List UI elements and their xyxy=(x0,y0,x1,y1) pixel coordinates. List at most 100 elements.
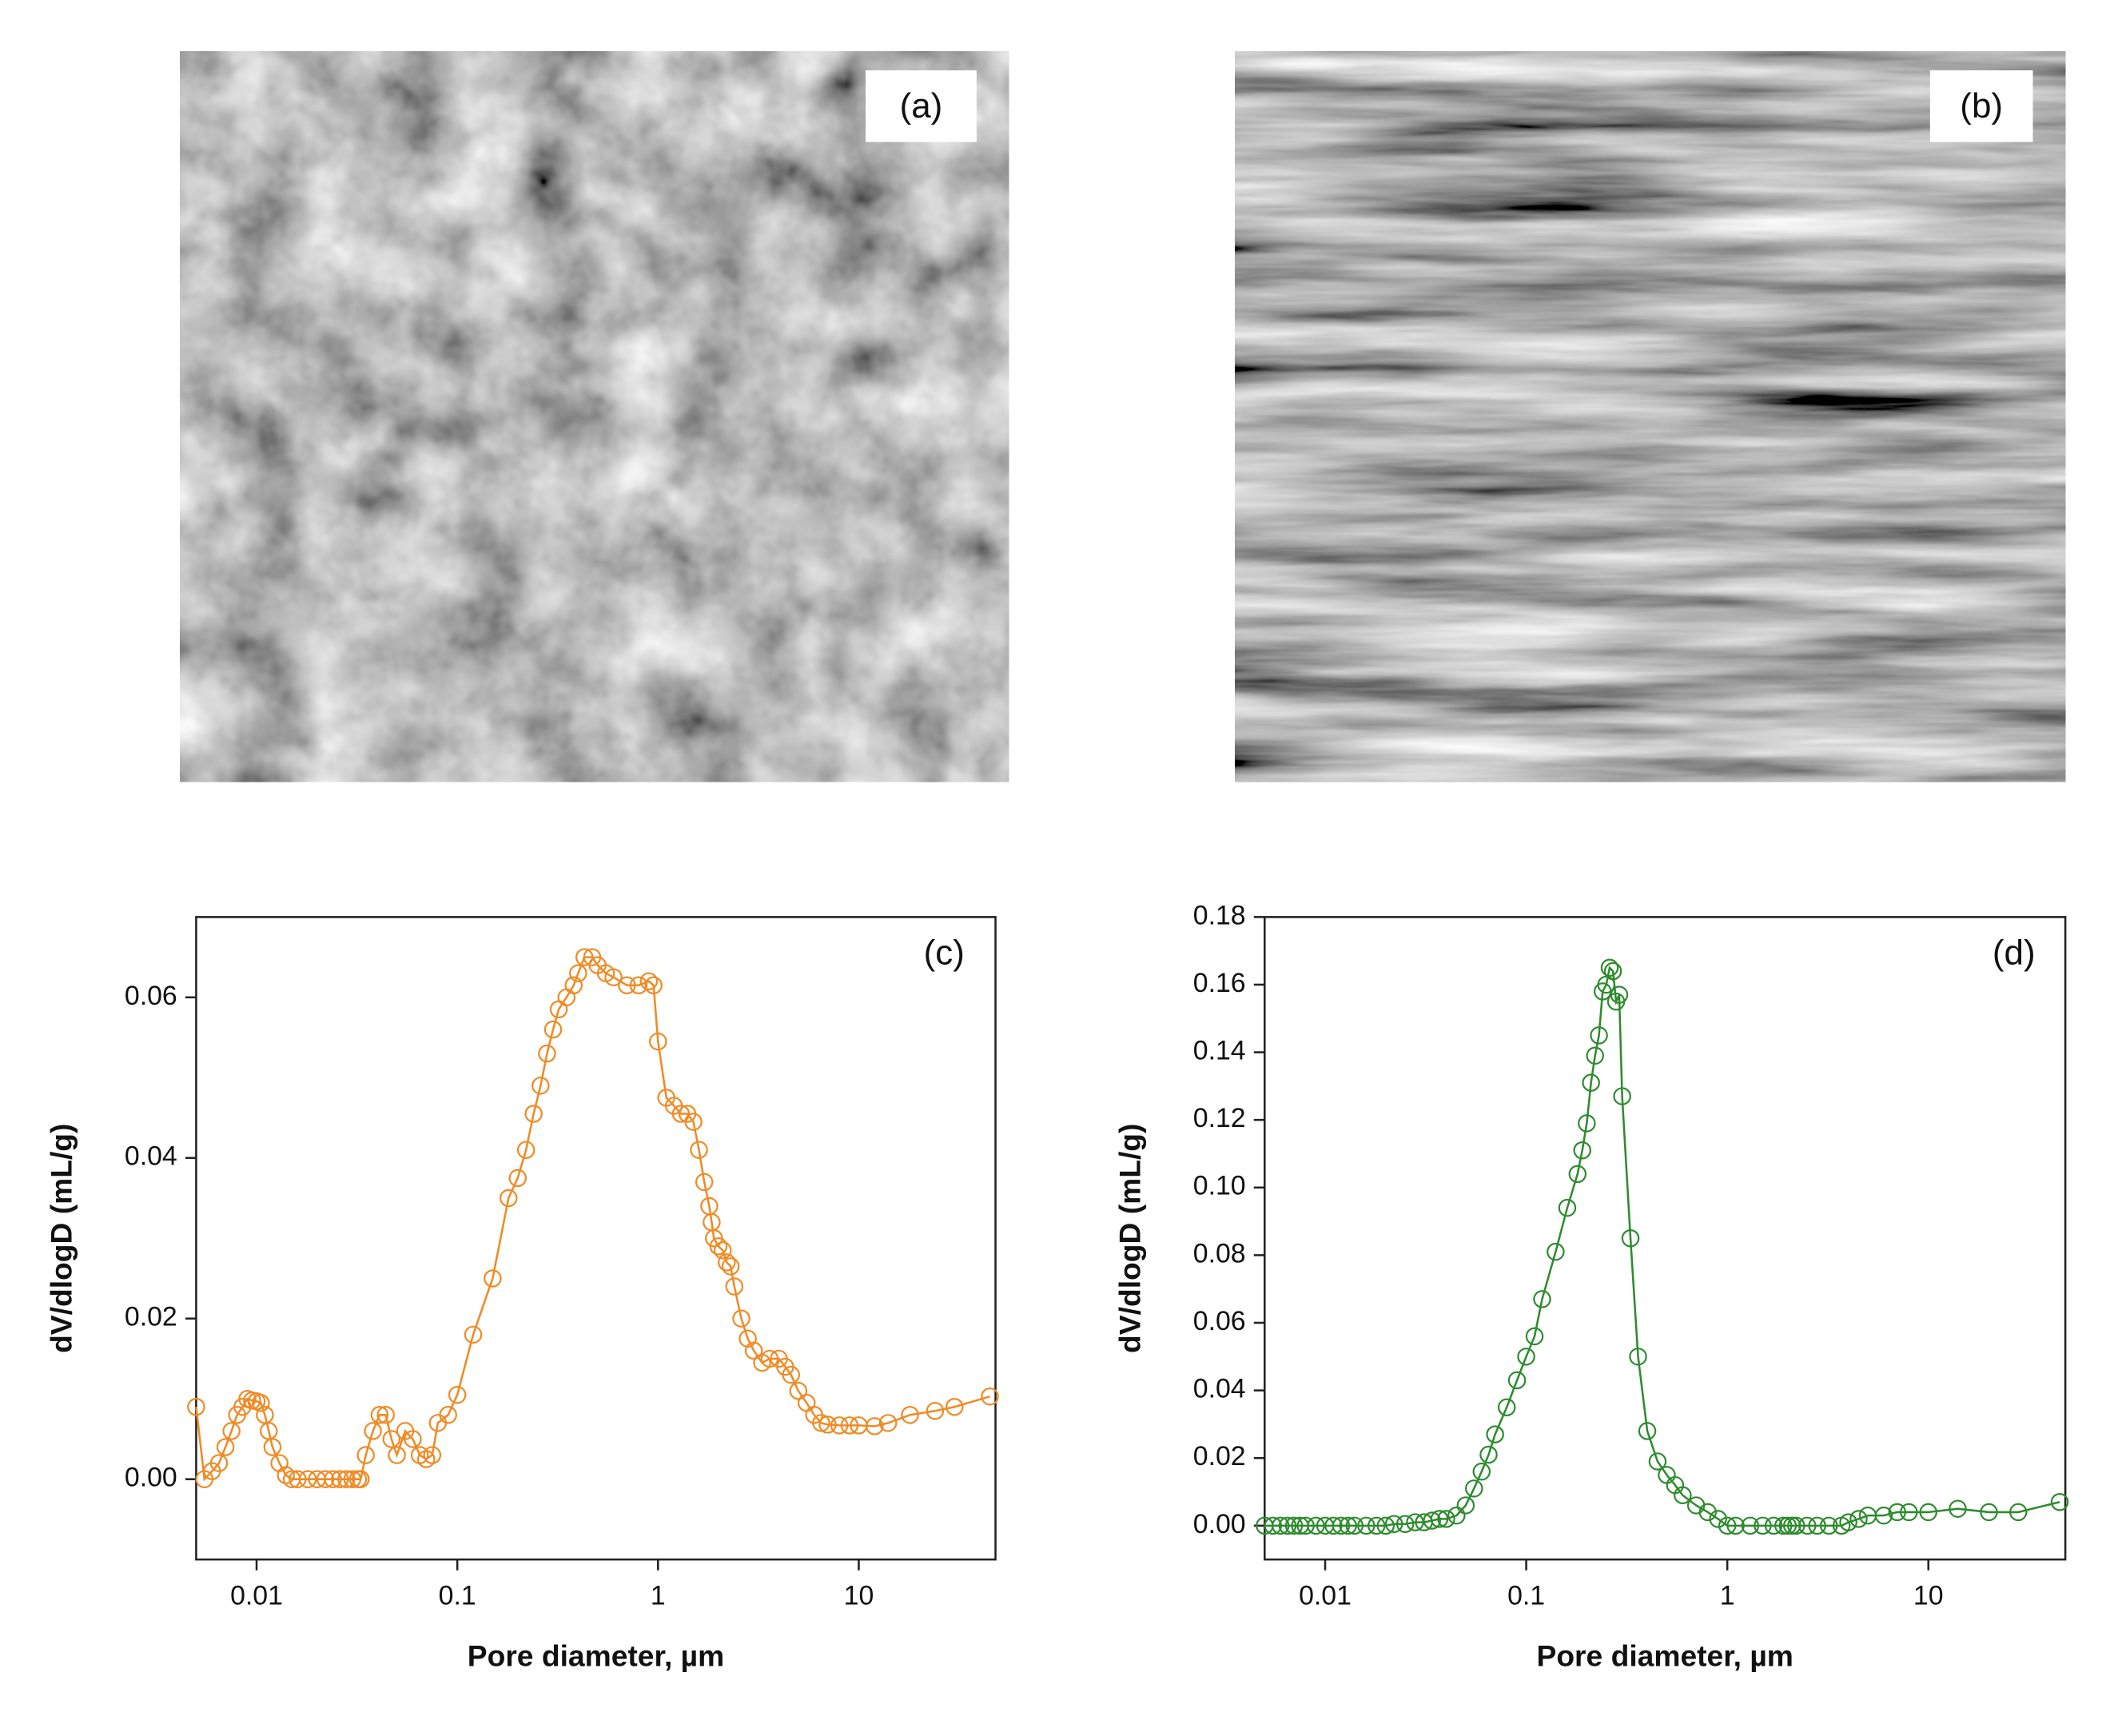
data-point xyxy=(830,1416,849,1435)
data-point xyxy=(500,1189,518,1208)
data-point xyxy=(1376,1516,1395,1535)
data-point xyxy=(604,968,623,986)
data-point xyxy=(812,1414,830,1432)
data-point xyxy=(639,972,659,990)
data-point xyxy=(524,1105,543,1123)
data-point xyxy=(382,1430,401,1448)
data-point xyxy=(356,1446,375,1464)
data-point xyxy=(298,1470,317,1488)
data-point xyxy=(1980,1503,1998,1522)
data-point xyxy=(351,1470,370,1488)
data-point xyxy=(448,1385,467,1404)
y-tick-label: 0.00 xyxy=(1193,1509,1246,1539)
label-box xyxy=(1929,70,2033,142)
data-point xyxy=(866,1417,884,1435)
data-point xyxy=(1271,1516,1290,1535)
data-point xyxy=(1718,1516,1737,1535)
y-axis-title: dV/dlogD (mL/g) xyxy=(1113,1124,1146,1353)
panel-annotation: (c) xyxy=(924,933,965,972)
data-point xyxy=(1787,1516,1805,1535)
data-point xyxy=(1456,1496,1475,1515)
data-point xyxy=(1472,1462,1491,1481)
data-point xyxy=(1888,1503,1907,1522)
data-point xyxy=(760,1349,779,1368)
data-point xyxy=(543,1020,563,1039)
data-point xyxy=(1674,1486,1692,1505)
data-point xyxy=(1778,1516,1797,1535)
data-point xyxy=(538,1044,556,1063)
data-point xyxy=(1357,1516,1375,1535)
x-axis-title: Pore diameter, µm xyxy=(1537,1639,1794,1673)
data-point xyxy=(1339,1516,1357,1535)
data-point xyxy=(725,1277,744,1296)
data-point xyxy=(1754,1516,1772,1535)
data-point xyxy=(1600,958,1619,977)
data-point xyxy=(564,976,583,995)
data-line xyxy=(195,956,990,1482)
y-tick-label: 0.18 xyxy=(1193,900,1246,930)
data-point xyxy=(618,976,636,995)
data-point xyxy=(1307,1516,1325,1535)
label-box xyxy=(866,70,977,142)
data-point xyxy=(1465,1479,1483,1498)
data-point xyxy=(1613,1087,1631,1105)
data-point xyxy=(364,1422,382,1440)
data-point xyxy=(404,1430,422,1448)
panel-annotation: (d) xyxy=(1993,933,2036,972)
data-point xyxy=(1919,1503,1937,1522)
data-point xyxy=(439,1406,457,1424)
data-point xyxy=(370,1406,389,1424)
x-tick-label: 0.1 xyxy=(1507,1580,1545,1611)
data-point xyxy=(1558,1198,1577,1217)
data-point xyxy=(209,1454,229,1472)
data-point xyxy=(1533,1290,1551,1308)
data-point xyxy=(1264,1516,1282,1535)
data-point xyxy=(818,1415,837,1434)
data-point xyxy=(423,1446,442,1464)
data-point xyxy=(1278,1516,1297,1535)
x-tick-label: 0.1 xyxy=(439,1580,476,1611)
data-point xyxy=(732,1309,750,1328)
data-point xyxy=(324,1470,342,1488)
y-tick-label: 0.04 xyxy=(1193,1374,1246,1404)
x-tick-label: 0.01 xyxy=(230,1580,283,1611)
data-point xyxy=(343,1470,362,1488)
data-point xyxy=(1808,1516,1826,1535)
x-tick-label: 0.01 xyxy=(1299,1580,1352,1611)
data-point xyxy=(388,1446,406,1464)
data-point xyxy=(289,1470,307,1488)
data-point xyxy=(1507,1371,1527,1390)
data-point xyxy=(484,1269,502,1288)
data-point xyxy=(1423,1511,1441,1530)
data-point xyxy=(187,1398,205,1416)
data-point xyxy=(878,1414,898,1432)
data-point xyxy=(1447,1506,1466,1525)
y-tick-label: 0.10 xyxy=(1193,1171,1246,1201)
data-point xyxy=(516,1141,535,1159)
data-point xyxy=(1638,1422,1657,1440)
data-point xyxy=(330,1470,349,1488)
y-tick-label: 0.06 xyxy=(1193,1306,1246,1336)
data-point xyxy=(1296,1516,1315,1535)
data-point xyxy=(1332,1516,1351,1535)
data-point xyxy=(2050,1492,2069,1511)
data-point xyxy=(1324,1516,1343,1535)
data-point xyxy=(1764,1516,1783,1535)
y-axis-title: dV/dlogD (mL/g) xyxy=(44,1124,78,1353)
data-point xyxy=(1578,1114,1596,1133)
y-tick-label: 0.12 xyxy=(1193,1103,1246,1133)
sem-image xyxy=(180,51,1009,782)
data-point xyxy=(690,1141,708,1159)
data-point xyxy=(1774,1516,1793,1535)
image-label: (a) xyxy=(900,86,943,125)
y-tick-label: 0.16 xyxy=(1193,968,1246,998)
data-point xyxy=(1395,1515,1415,1533)
data-point xyxy=(1709,1510,1727,1528)
data-point xyxy=(1345,1516,1364,1535)
data-point xyxy=(1573,1141,1591,1160)
data-point xyxy=(216,1438,235,1456)
data-point xyxy=(508,1169,528,1188)
data-point xyxy=(1568,1165,1587,1184)
data-point xyxy=(789,1381,808,1400)
